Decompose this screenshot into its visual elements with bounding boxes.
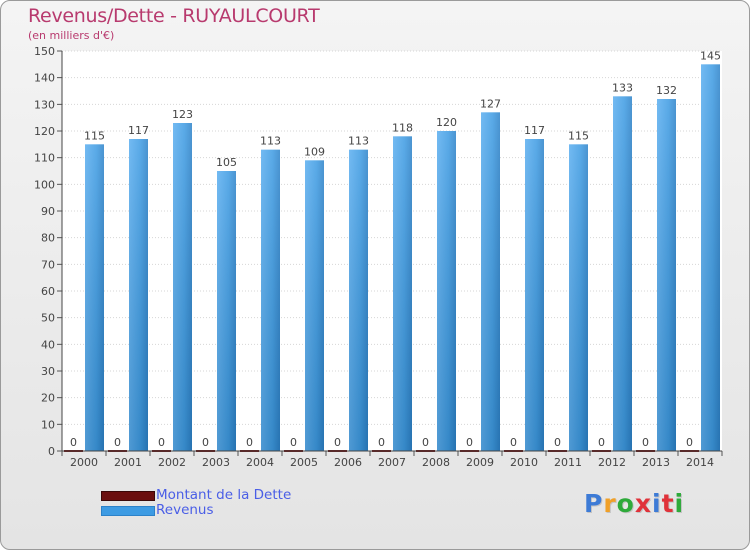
data-label-dette: 0 bbox=[114, 436, 121, 449]
data-label-revenus: 109 bbox=[304, 145, 325, 158]
bar-revenus-shade bbox=[613, 96, 632, 451]
data-label-dette: 0 bbox=[290, 436, 297, 449]
bar-revenus-shade bbox=[437, 131, 456, 451]
data-label-revenus: 117 bbox=[524, 124, 545, 137]
y-tick-label: 30 bbox=[41, 365, 55, 378]
legend-swatch-dette bbox=[101, 491, 155, 501]
bar-revenus-shade bbox=[569, 144, 588, 452]
data-label-revenus: 113 bbox=[348, 135, 369, 148]
x-tick-label: 2009 bbox=[466, 456, 494, 469]
bar-revenus-shade bbox=[349, 149, 368, 451]
y-tick-label: 50 bbox=[41, 312, 55, 325]
y-tick-label: 100 bbox=[34, 178, 55, 191]
x-tick-label: 2008 bbox=[422, 456, 450, 469]
data-label-revenus: 127 bbox=[480, 97, 501, 110]
x-tick-label: 2005 bbox=[290, 456, 318, 469]
data-label-revenus: 117 bbox=[128, 124, 149, 137]
plot-area bbox=[62, 51, 722, 451]
x-tick-label: 2004 bbox=[246, 456, 274, 469]
x-tick-label: 2002 bbox=[158, 456, 186, 469]
data-label-dette: 0 bbox=[378, 436, 385, 449]
y-tick-label: 10 bbox=[41, 418, 55, 431]
data-label-revenus: 113 bbox=[260, 135, 281, 148]
y-tick-label: 70 bbox=[41, 258, 55, 271]
bar-revenus-shade bbox=[261, 149, 280, 451]
data-label-dette: 0 bbox=[422, 436, 429, 449]
legend-item-revenus: Revenus bbox=[101, 502, 361, 518]
x-tick-label: 2011 bbox=[554, 456, 582, 469]
data-label-dette: 0 bbox=[202, 436, 209, 449]
y-tick-label: 120 bbox=[34, 125, 55, 138]
data-label-dette: 0 bbox=[466, 436, 473, 449]
y-tick-label: 60 bbox=[41, 285, 55, 298]
data-label-revenus: 145 bbox=[700, 49, 721, 62]
legend-item-dette: Montant de la Dette bbox=[101, 487, 361, 503]
data-label-dette: 0 bbox=[598, 436, 605, 449]
data-label-revenus: 105 bbox=[216, 156, 237, 169]
y-tick-label: 150 bbox=[34, 45, 55, 58]
data-label-revenus: 120 bbox=[436, 116, 457, 129]
data-label-revenus: 133 bbox=[612, 81, 633, 94]
x-tick-label: 2003 bbox=[202, 456, 230, 469]
x-tick-label: 2000 bbox=[70, 456, 98, 469]
data-label-dette: 0 bbox=[686, 436, 693, 449]
chart-subtitle: (en milliers d'€) bbox=[28, 29, 115, 42]
grid-lines bbox=[62, 50, 722, 452]
data-label-dette: 0 bbox=[642, 436, 649, 449]
y-tick-label: 140 bbox=[34, 72, 55, 85]
plot-background bbox=[62, 51, 722, 451]
bar-revenus-shade bbox=[657, 99, 676, 451]
data-label-dette: 0 bbox=[510, 436, 517, 449]
bar-revenus-shade bbox=[173, 123, 192, 451]
y-tick-label: 0 bbox=[48, 445, 55, 458]
bars: 0 115 0 117 0 123 0 105 0 113 0 109 0 113 0 118 0 120 0 127… bbox=[64, 49, 721, 452]
data-label-revenus: 123 bbox=[172, 108, 193, 121]
x-tick-label: 2006 bbox=[334, 456, 362, 469]
x-tick-label: 2013 bbox=[642, 456, 670, 469]
data-label-revenus: 115 bbox=[568, 129, 589, 142]
data-label-revenus: 118 bbox=[392, 121, 413, 134]
legend-label-revenus: Revenus bbox=[156, 502, 214, 518]
bar-revenus-shade bbox=[129, 139, 148, 451]
y-tick-label: 40 bbox=[41, 338, 55, 351]
y-tick-label: 110 bbox=[34, 152, 55, 165]
chart-title: Revenus/Dette - RUYAULCOURT bbox=[28, 5, 320, 27]
legend-swatch-revenus bbox=[101, 506, 155, 516]
bar-revenus-shade bbox=[701, 64, 720, 452]
data-label-dette: 0 bbox=[246, 436, 253, 449]
data-label-revenus: 132 bbox=[656, 84, 677, 97]
data-label-dette: 0 bbox=[158, 436, 165, 449]
y-tick-label: 90 bbox=[41, 205, 55, 218]
x-tick-label: 2012 bbox=[598, 456, 626, 469]
y-tick-label: 130 bbox=[34, 98, 55, 111]
proxiti-logo: Proxiti bbox=[584, 489, 685, 518]
data-label-revenus: 115 bbox=[84, 129, 105, 142]
y-tick-label: 20 bbox=[41, 392, 55, 405]
x-tick-label: 2010 bbox=[510, 456, 538, 469]
bar-revenus-shade bbox=[525, 139, 544, 451]
legend-label-dette: Montant de la Dette bbox=[156, 487, 292, 503]
bar-revenus-shade bbox=[305, 160, 324, 452]
bar-revenus-shade bbox=[481, 112, 500, 451]
x-tick-label: 2007 bbox=[378, 456, 406, 469]
data-label-dette: 0 bbox=[334, 436, 341, 449]
x-tick-label: 2014 bbox=[686, 456, 714, 469]
axes: 0 10 20 30 40 50 60 70 80 90 100 110 120 130 140 150 200… bbox=[34, 45, 723, 469]
bar-revenus-shade bbox=[393, 136, 412, 452]
bar-revenus-shade bbox=[85, 144, 104, 452]
bar-revenus-shade bbox=[217, 171, 236, 451]
x-tick-label: 2001 bbox=[114, 456, 142, 469]
y-tick-label: 80 bbox=[41, 232, 55, 245]
data-label-dette: 0 bbox=[554, 436, 561, 449]
data-label-dette: 0 bbox=[70, 436, 77, 449]
